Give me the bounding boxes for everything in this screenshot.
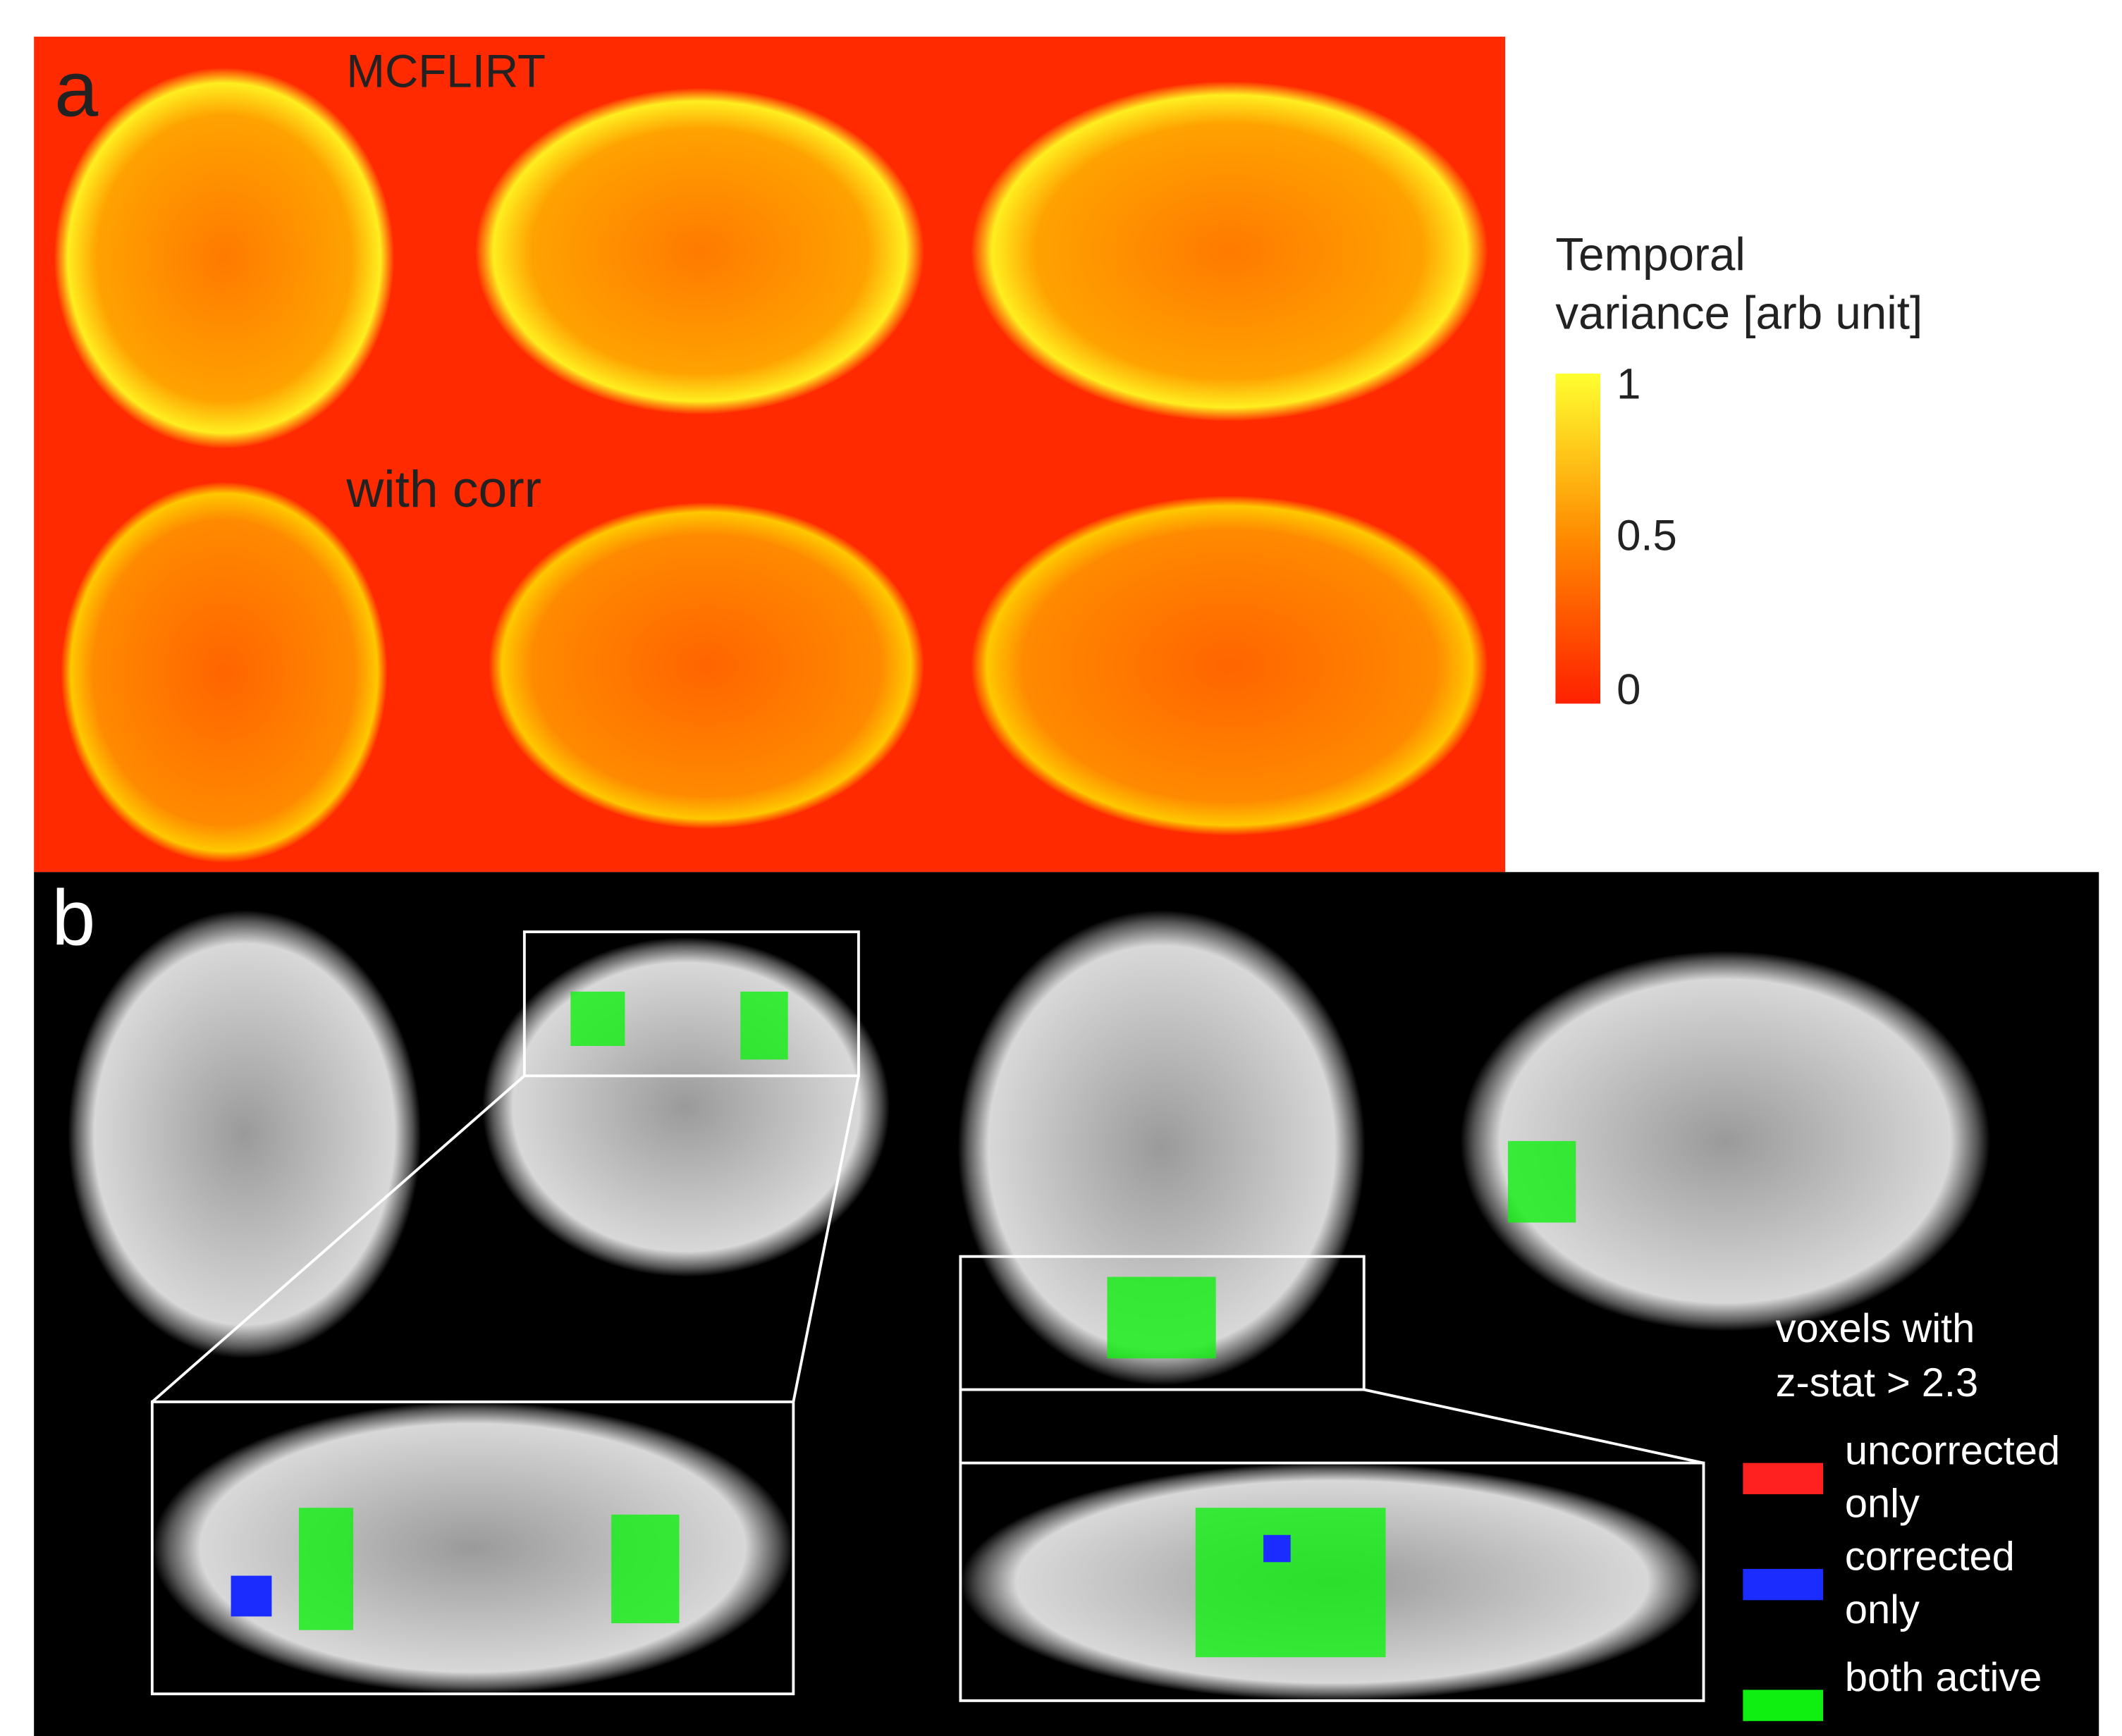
- legend: uncorrected only corrected only both active: [1743, 1428, 2060, 1721]
- colorbar-tick-label: 0.5: [1617, 511, 1677, 560]
- legend-label: only: [1845, 1587, 1920, 1632]
- legend-label: only: [1845, 1482, 1920, 1527]
- legend-label: uncorrected: [1845, 1428, 2060, 1473]
- legend-label: both active: [1845, 1655, 2042, 1700]
- legend-swatch: [1743, 1568, 1824, 1601]
- colorbar-title: Temporal: [1555, 228, 1745, 280]
- legend-swatch: [1743, 1689, 1824, 1721]
- legend-title: z-stat > 2.3: [1776, 1360, 1979, 1405]
- colorbar-tick-label: 0: [1617, 665, 1640, 714]
- legend-label: corrected: [1845, 1534, 2015, 1580]
- colorbar-tick-label: 1: [1617, 360, 1640, 409]
- colorbar-title: variance [arb unit]: [1555, 287, 1922, 338]
- variance-maps: [54, 68, 1488, 863]
- voxel-overlay: [231, 991, 1576, 1658]
- legend-title: voxels with: [1776, 1306, 1975, 1351]
- row-label: MCFLIRT: [346, 45, 546, 97]
- panel-label: a: [54, 44, 99, 133]
- zoom-boxes: [150, 930, 1705, 1702]
- legend-swatch: [1743, 1463, 1824, 1494]
- colorbar-ticks: 10.50: [1617, 360, 1677, 715]
- anatomical-slices: [68, 910, 1991, 1701]
- row-label: with corr: [345, 460, 541, 518]
- panel-label: b: [51, 873, 95, 961]
- colorbar: [1555, 373, 1601, 704]
